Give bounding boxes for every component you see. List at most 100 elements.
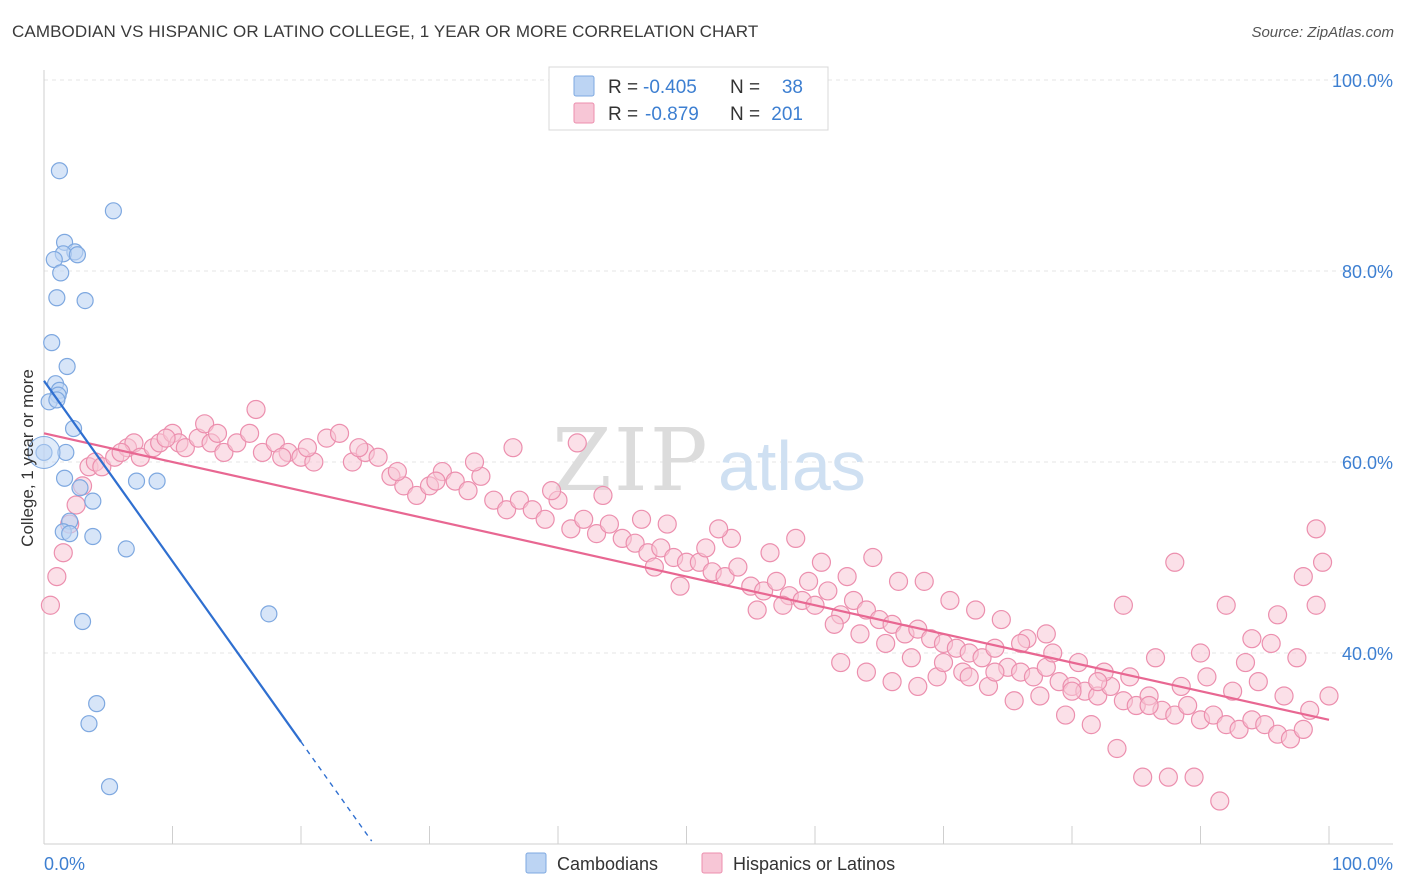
hispanic-point (1223, 681, 1243, 701)
cambodian-point (76, 292, 94, 310)
cambodian-point (260, 605, 278, 623)
hispanic-point (1312, 552, 1333, 572)
hispanic-point (1242, 629, 1262, 649)
hispanic-point (599, 514, 620, 534)
hispanic-point (426, 471, 446, 491)
cambodian-point (80, 715, 98, 733)
hispanic-point (901, 648, 921, 668)
hispanic-point (40, 595, 61, 615)
cambodian-points (27, 162, 278, 796)
hispanic-point (1133, 767, 1153, 787)
hispanic-point (464, 452, 485, 472)
cambodian-trend-extension (300, 741, 373, 842)
hispanic-point (882, 672, 902, 692)
x-tick-label-min: 0.0% (44, 854, 85, 874)
hispanic-point (850, 624, 870, 644)
hispanic-point (1010, 633, 1031, 654)
hispanic-point (1229, 719, 1249, 740)
legend-r-value-1: -0.405 (643, 77, 697, 98)
hispanic-point (1216, 595, 1236, 615)
hispanic-point (445, 471, 465, 491)
hispanic-point (1145, 648, 1166, 668)
hispanic-point (1088, 672, 1108, 692)
hispanic-point (567, 433, 587, 453)
cambodian-point (117, 540, 135, 558)
legend-r-label-1: R = (608, 77, 638, 98)
watermark-zip: ZIP (552, 411, 710, 511)
x-ticks (43, 826, 1330, 844)
hispanic-point (709, 519, 729, 539)
hispanic-point (856, 600, 877, 620)
hispanic-point (503, 438, 523, 458)
hispanic-point (670, 576, 690, 596)
hispanic-point (773, 595, 793, 615)
hispanic-point (985, 638, 1005, 658)
hispanic-point (368, 447, 388, 467)
legend-r-label-2: R = (608, 104, 638, 125)
hispanic-point (876, 633, 896, 654)
hispanic-point (1055, 705, 1076, 725)
hispanic-point (798, 571, 819, 591)
hispanic-point (297, 438, 318, 458)
bottom-legend-swatch-cambodians (525, 852, 547, 874)
hispanic-point (522, 500, 542, 520)
bottom-legend-cambodians: Cambodians (557, 854, 658, 874)
hispanic-point (959, 667, 979, 687)
legend-swatch-hispanics (573, 102, 595, 124)
hispanic-point (1165, 552, 1185, 572)
hispanic-point (329, 423, 350, 443)
source-credit: Source: ZipAtlas.com (1251, 24, 1394, 41)
hispanic-point (856, 662, 877, 682)
hispanic-point (1293, 566, 1313, 587)
hispanic-point (574, 509, 594, 529)
hispanic-point (933, 652, 954, 673)
cambodian-point (58, 357, 76, 376)
hispanic-point (175, 438, 195, 458)
y-tick-labels: 40.0% 60.0% 80.0% 100.0% (1332, 71, 1393, 664)
hispanic-point (972, 648, 992, 668)
hispanic-point (811, 552, 832, 572)
hispanic-point (1081, 715, 1101, 735)
cambodian-point (48, 289, 66, 307)
hispanic-point (349, 438, 369, 458)
y-tick-label-80: 80.0% (1342, 262, 1393, 282)
hispanic-point (1190, 643, 1211, 663)
hispanic-point (272, 447, 292, 467)
hispanic-point (966, 600, 986, 620)
hispanic-point (1030, 686, 1050, 706)
cambodian-point-large (27, 435, 61, 469)
hispanic-point (940, 590, 960, 611)
hispanic-point (246, 399, 266, 420)
hispanic-point (1178, 695, 1198, 716)
x-tick-label-max: 100.0% (1332, 854, 1393, 874)
hispanic-point (195, 414, 215, 434)
hispanic-point (561, 519, 581, 539)
hispanic-point (760, 543, 780, 563)
hispanic-point (227, 433, 247, 453)
hispanic-point (240, 423, 260, 443)
hispanic-trend-line (43, 432, 1330, 721)
hispanic-point (1036, 624, 1056, 644)
hispanic-point (1287, 648, 1307, 668)
cambodian-point (84, 527, 102, 546)
cambodian-point (148, 472, 166, 490)
y-axis-label: College, 1 year or more (18, 369, 37, 547)
hispanic-point (1274, 686, 1294, 706)
hispanic-point (1139, 695, 1159, 716)
hispanic-point (991, 609, 1011, 630)
legend-n-value-1: 38 (782, 77, 803, 98)
trend-lines (43, 380, 1330, 842)
chart-title: CAMBODIAN VS HISPANIC OR LATINO COLLEGE,… (12, 22, 759, 41)
hispanic-point (824, 614, 844, 634)
cambodian-point (100, 778, 119, 796)
hispanic-point (509, 490, 530, 510)
y-tick-label-60: 60.0% (1342, 453, 1393, 473)
hispanic-point (914, 571, 934, 591)
hispanic-point (888, 571, 909, 591)
hispanic-point (252, 442, 273, 463)
hispanic-point (1203, 705, 1223, 725)
cambodian-point (61, 525, 79, 543)
hispanic-point (497, 500, 517, 520)
legend-box (548, 66, 829, 131)
